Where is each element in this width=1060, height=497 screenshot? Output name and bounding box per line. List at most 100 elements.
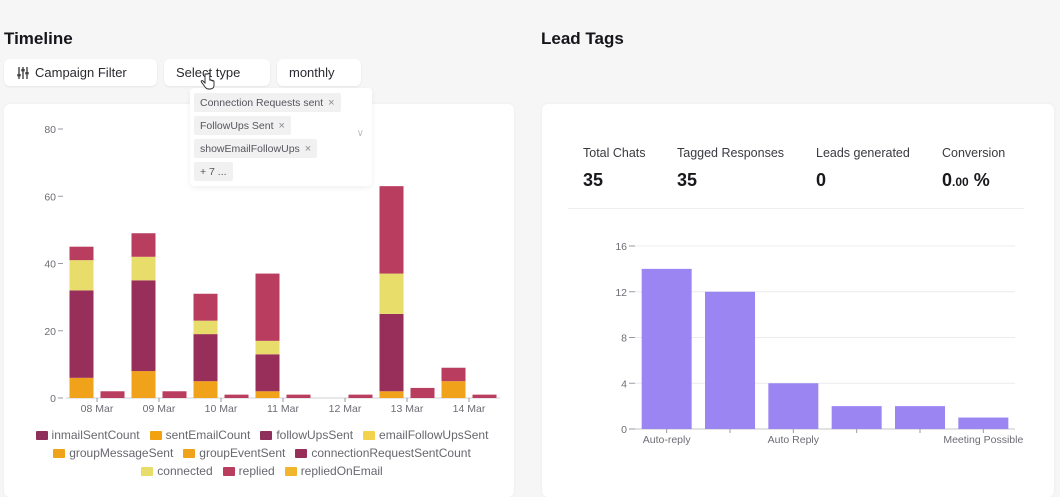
bar[interactable] <box>768 383 819 429</box>
legend-label: groupEventSent <box>199 446 286 460</box>
close-icon[interactable]: × <box>278 119 285 132</box>
legend-item[interactable]: connected <box>141 464 213 478</box>
x-tick-label: 13 Mar <box>391 403 424 415</box>
legend-item[interactable]: sentEmailCount <box>149 428 251 442</box>
bar-segment[interactable] <box>472 394 497 398</box>
y-tick-label: 0 <box>50 393 56 405</box>
bar-segment[interactable] <box>131 371 156 398</box>
legend-item[interactable]: groupEventSent <box>183 446 285 460</box>
campaign-filter-button[interactable]: Campaign Filter <box>4 59 157 86</box>
bar-segment[interactable] <box>410 387 435 398</box>
close-icon[interactable]: × <box>328 96 335 109</box>
stat-value: 35 <box>677 170 698 190</box>
bar-segment[interactable] <box>69 290 94 378</box>
bar-segment[interactable] <box>255 340 280 355</box>
bar-segment[interactable] <box>69 377 94 398</box>
type-tag[interactable]: FollowUps Sent × <box>194 116 291 135</box>
chevron-down-icon[interactable]: ∨ <box>356 128 364 139</box>
bar[interactable] <box>831 406 882 429</box>
y-tick-label: 4 <box>621 378 627 390</box>
x-tick-label: 10 Mar <box>205 403 238 415</box>
x-tick-label: 09 Mar <box>143 403 176 415</box>
select-type-dropdown[interactable]: Select type <box>164 59 270 86</box>
bar-segment[interactable] <box>379 313 404 392</box>
y-tick-label: 8 <box>621 333 627 345</box>
bar-segment[interactable] <box>69 246 94 261</box>
legend-row: connected replied repliedOnEmail <box>12 462 512 480</box>
legend-item[interactable]: emailFollowUpsSent <box>363 428 488 442</box>
legend-label: sentEmailCount <box>165 428 251 442</box>
bar[interactable] <box>641 268 692 429</box>
more-types-label: + 7 ... <box>200 165 227 178</box>
legend-item[interactable]: replied <box>222 464 275 478</box>
bar[interactable] <box>705 291 755 429</box>
legend-label: repliedOnEmail <box>300 464 383 478</box>
y-tick-label: 80 <box>44 124 56 136</box>
stat-value: 0 <box>816 170 827 190</box>
bar-segment[interactable] <box>286 394 311 398</box>
timeline-chart: 0 20 40 60 80 08 Mar 09 Mar 10 Mar 11 Mar 12 Mar 1… <box>44 124 500 415</box>
stat-tagged-responses: Tagged Responses 35 <box>677 146 784 191</box>
legend-swatch <box>141 466 154 476</box>
stat-label: Tagged Responses <box>677 146 785 160</box>
stat-conversion: Conversion 0.00 % <box>942 146 1005 191</box>
legend-item[interactable]: followUpsSent <box>260 428 353 442</box>
bar-segment[interactable] <box>193 381 218 398</box>
select-type-label: Select type <box>176 65 241 80</box>
bar-segment[interactable] <box>193 293 218 321</box>
bar-segment[interactable] <box>131 256 156 281</box>
y-tick-label: 16 <box>615 241 627 253</box>
close-icon[interactable]: × <box>304 142 312 155</box>
bar[interactable] <box>958 417 1009 429</box>
stat-value: 35 <box>583 170 604 190</box>
bar-segment[interactable] <box>441 381 466 398</box>
stats-divider <box>568 208 1024 209</box>
bar-segment[interactable] <box>441 367 466 382</box>
bar-segment[interactable] <box>379 273 404 314</box>
bar-segment[interactable] <box>131 280 156 372</box>
bar[interactable] <box>895 406 945 429</box>
bar-segment[interactable] <box>255 273 280 341</box>
legend-label: followUpsSent <box>276 428 354 442</box>
type-select-panel[interactable]: Connection Requests sent × FollowUps Sent… <box>190 88 372 186</box>
period-select[interactable]: monthly <box>277 59 361 86</box>
legend-swatch <box>284 466 297 476</box>
y-tick-label: 20 <box>44 326 56 338</box>
bar-segment[interactable] <box>193 320 218 335</box>
type-tag[interactable]: showEmailFollowUps × <box>194 139 318 158</box>
bar-segment[interactable] <box>379 186 404 274</box>
bar-segment[interactable] <box>131 233 156 257</box>
y-tick-label: 12 <box>615 287 627 299</box>
bar-segment[interactable] <box>193 334 218 382</box>
campaign-filter-label: Campaign Filter <box>35 65 127 80</box>
legend-swatch <box>260 430 273 440</box>
bar-segment[interactable] <box>379 391 404 398</box>
legend-swatch <box>363 430 376 440</box>
x-tick-label: 14 Mar <box>453 403 486 415</box>
conversion-decimals: .00 <box>952 175 969 189</box>
y-tick-label: 60 <box>44 191 56 203</box>
legend-item[interactable]: repliedOnEmail <box>284 464 383 478</box>
bar-segment[interactable] <box>69 260 94 291</box>
hand-cursor-icon <box>200 72 215 90</box>
bar-segment[interactable] <box>255 391 280 398</box>
x-tick-label: Meeting Possible <box>943 434 1023 446</box>
x-tick-label: Auto Reply <box>768 434 820 446</box>
lead-tags-chart: 0 4 8 12 16 Auto-reply Auto Reply Meeting Possi… <box>615 241 1023 446</box>
bar-segment[interactable] <box>224 394 249 398</box>
more-types-tag[interactable]: + 7 ... <box>194 162 233 181</box>
legend-label: connected <box>157 464 213 478</box>
x-tick-label: 08 Mar <box>81 403 114 415</box>
legend-swatch <box>53 448 66 458</box>
bar-segment[interactable] <box>348 394 373 398</box>
legend-swatch <box>295 448 308 458</box>
lead-tags-title: Lead Tags <box>541 29 624 48</box>
legend-item[interactable]: connectionRequestSentCount <box>295 446 471 460</box>
legend-item[interactable]: inmailSentCount <box>35 428 140 442</box>
legend-label: replied <box>238 464 275 478</box>
bar-segment[interactable] <box>255 354 280 392</box>
legend-item[interactable]: groupMessageSent <box>53 446 173 460</box>
bar-segment[interactable] <box>162 391 187 398</box>
bar-segment[interactable] <box>100 391 125 398</box>
type-tag[interactable]: Connection Requests sent × <box>194 93 341 112</box>
